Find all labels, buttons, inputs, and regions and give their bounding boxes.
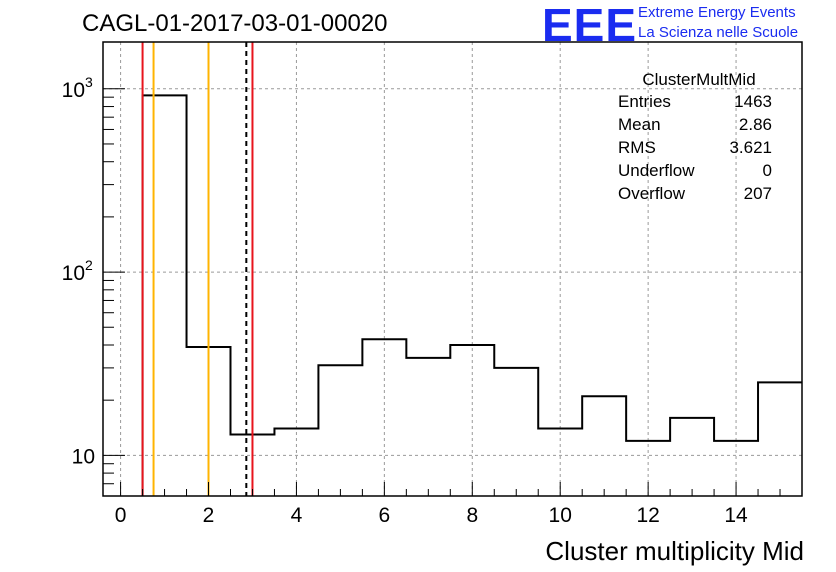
stats-row-entries: Entries 1463 bbox=[612, 90, 772, 113]
logo-line-1: Extreme Energy Events bbox=[638, 4, 796, 21]
histogram-outline bbox=[141, 94, 802, 496]
stats-value: 0 bbox=[762, 161, 772, 180]
grid-lines bbox=[103, 42, 802, 496]
stats-label: Entries bbox=[618, 92, 671, 111]
y-tick-label: 10 bbox=[62, 262, 85, 285]
stats-row-overflow: Overflow 207 bbox=[612, 182, 772, 205]
x-tick-label: 12 bbox=[636, 504, 659, 527]
stats-label: RMS bbox=[618, 138, 656, 157]
histogram-bar bbox=[582, 396, 626, 496]
stats-value: 2.86 bbox=[738, 115, 772, 134]
stats-title: ClusterMultMid bbox=[642, 70, 756, 89]
stats-value: 207 bbox=[743, 184, 772, 203]
y-tick-label: 10 bbox=[62, 79, 85, 102]
stats-value: 1463 bbox=[734, 92, 772, 111]
histogram-bars bbox=[141, 94, 802, 496]
x-tick-label: 8 bbox=[466, 504, 478, 527]
histogram-bar bbox=[318, 365, 362, 496]
stats-box: ClusterMultMid Entries 1463 Mean 2.86 RM… bbox=[612, 70, 772, 205]
stats-label: Mean bbox=[618, 115, 661, 134]
x-tick-label: 2 bbox=[203, 504, 215, 527]
histogram-bar bbox=[406, 358, 450, 496]
stats-label: Overflow bbox=[618, 184, 686, 203]
stats-value: 3.621 bbox=[729, 138, 772, 157]
x-tick-label: 0 bbox=[115, 504, 127, 527]
marker-lines bbox=[141, 42, 254, 496]
logo-line-2: La Scienza nelle Scuole bbox=[638, 24, 799, 41]
y-tick-exponent: 2 bbox=[85, 257, 93, 273]
x-axis-label: Cluster multiplicity Mid bbox=[545, 536, 804, 566]
x-tick-label: 4 bbox=[291, 504, 303, 527]
x-tick-label: 14 bbox=[724, 504, 748, 527]
stats-label: Underflow bbox=[618, 161, 695, 180]
histogram-bar bbox=[670, 418, 714, 496]
chart-title: CAGL-01-2017-03-01-00020 bbox=[82, 10, 388, 37]
histogram-bar bbox=[143, 95, 187, 496]
eee-logo: EEE bbox=[542, 0, 638, 51]
plot-frame bbox=[102, 41, 803, 497]
y-tick-label: 10 bbox=[72, 445, 95, 468]
stats-row-underflow: Underflow 0 bbox=[612, 159, 772, 182]
x-tick-label: 6 bbox=[379, 504, 391, 527]
x-tick-label: 10 bbox=[549, 504, 572, 527]
stats-row-rms: RMS 3.621 bbox=[612, 136, 772, 159]
histogram-bar bbox=[494, 368, 538, 496]
histogram-bar bbox=[758, 382, 802, 496]
y-tick-exponent: 3 bbox=[85, 74, 93, 90]
stats-row-mean: Mean 2.86 bbox=[612, 113, 772, 136]
